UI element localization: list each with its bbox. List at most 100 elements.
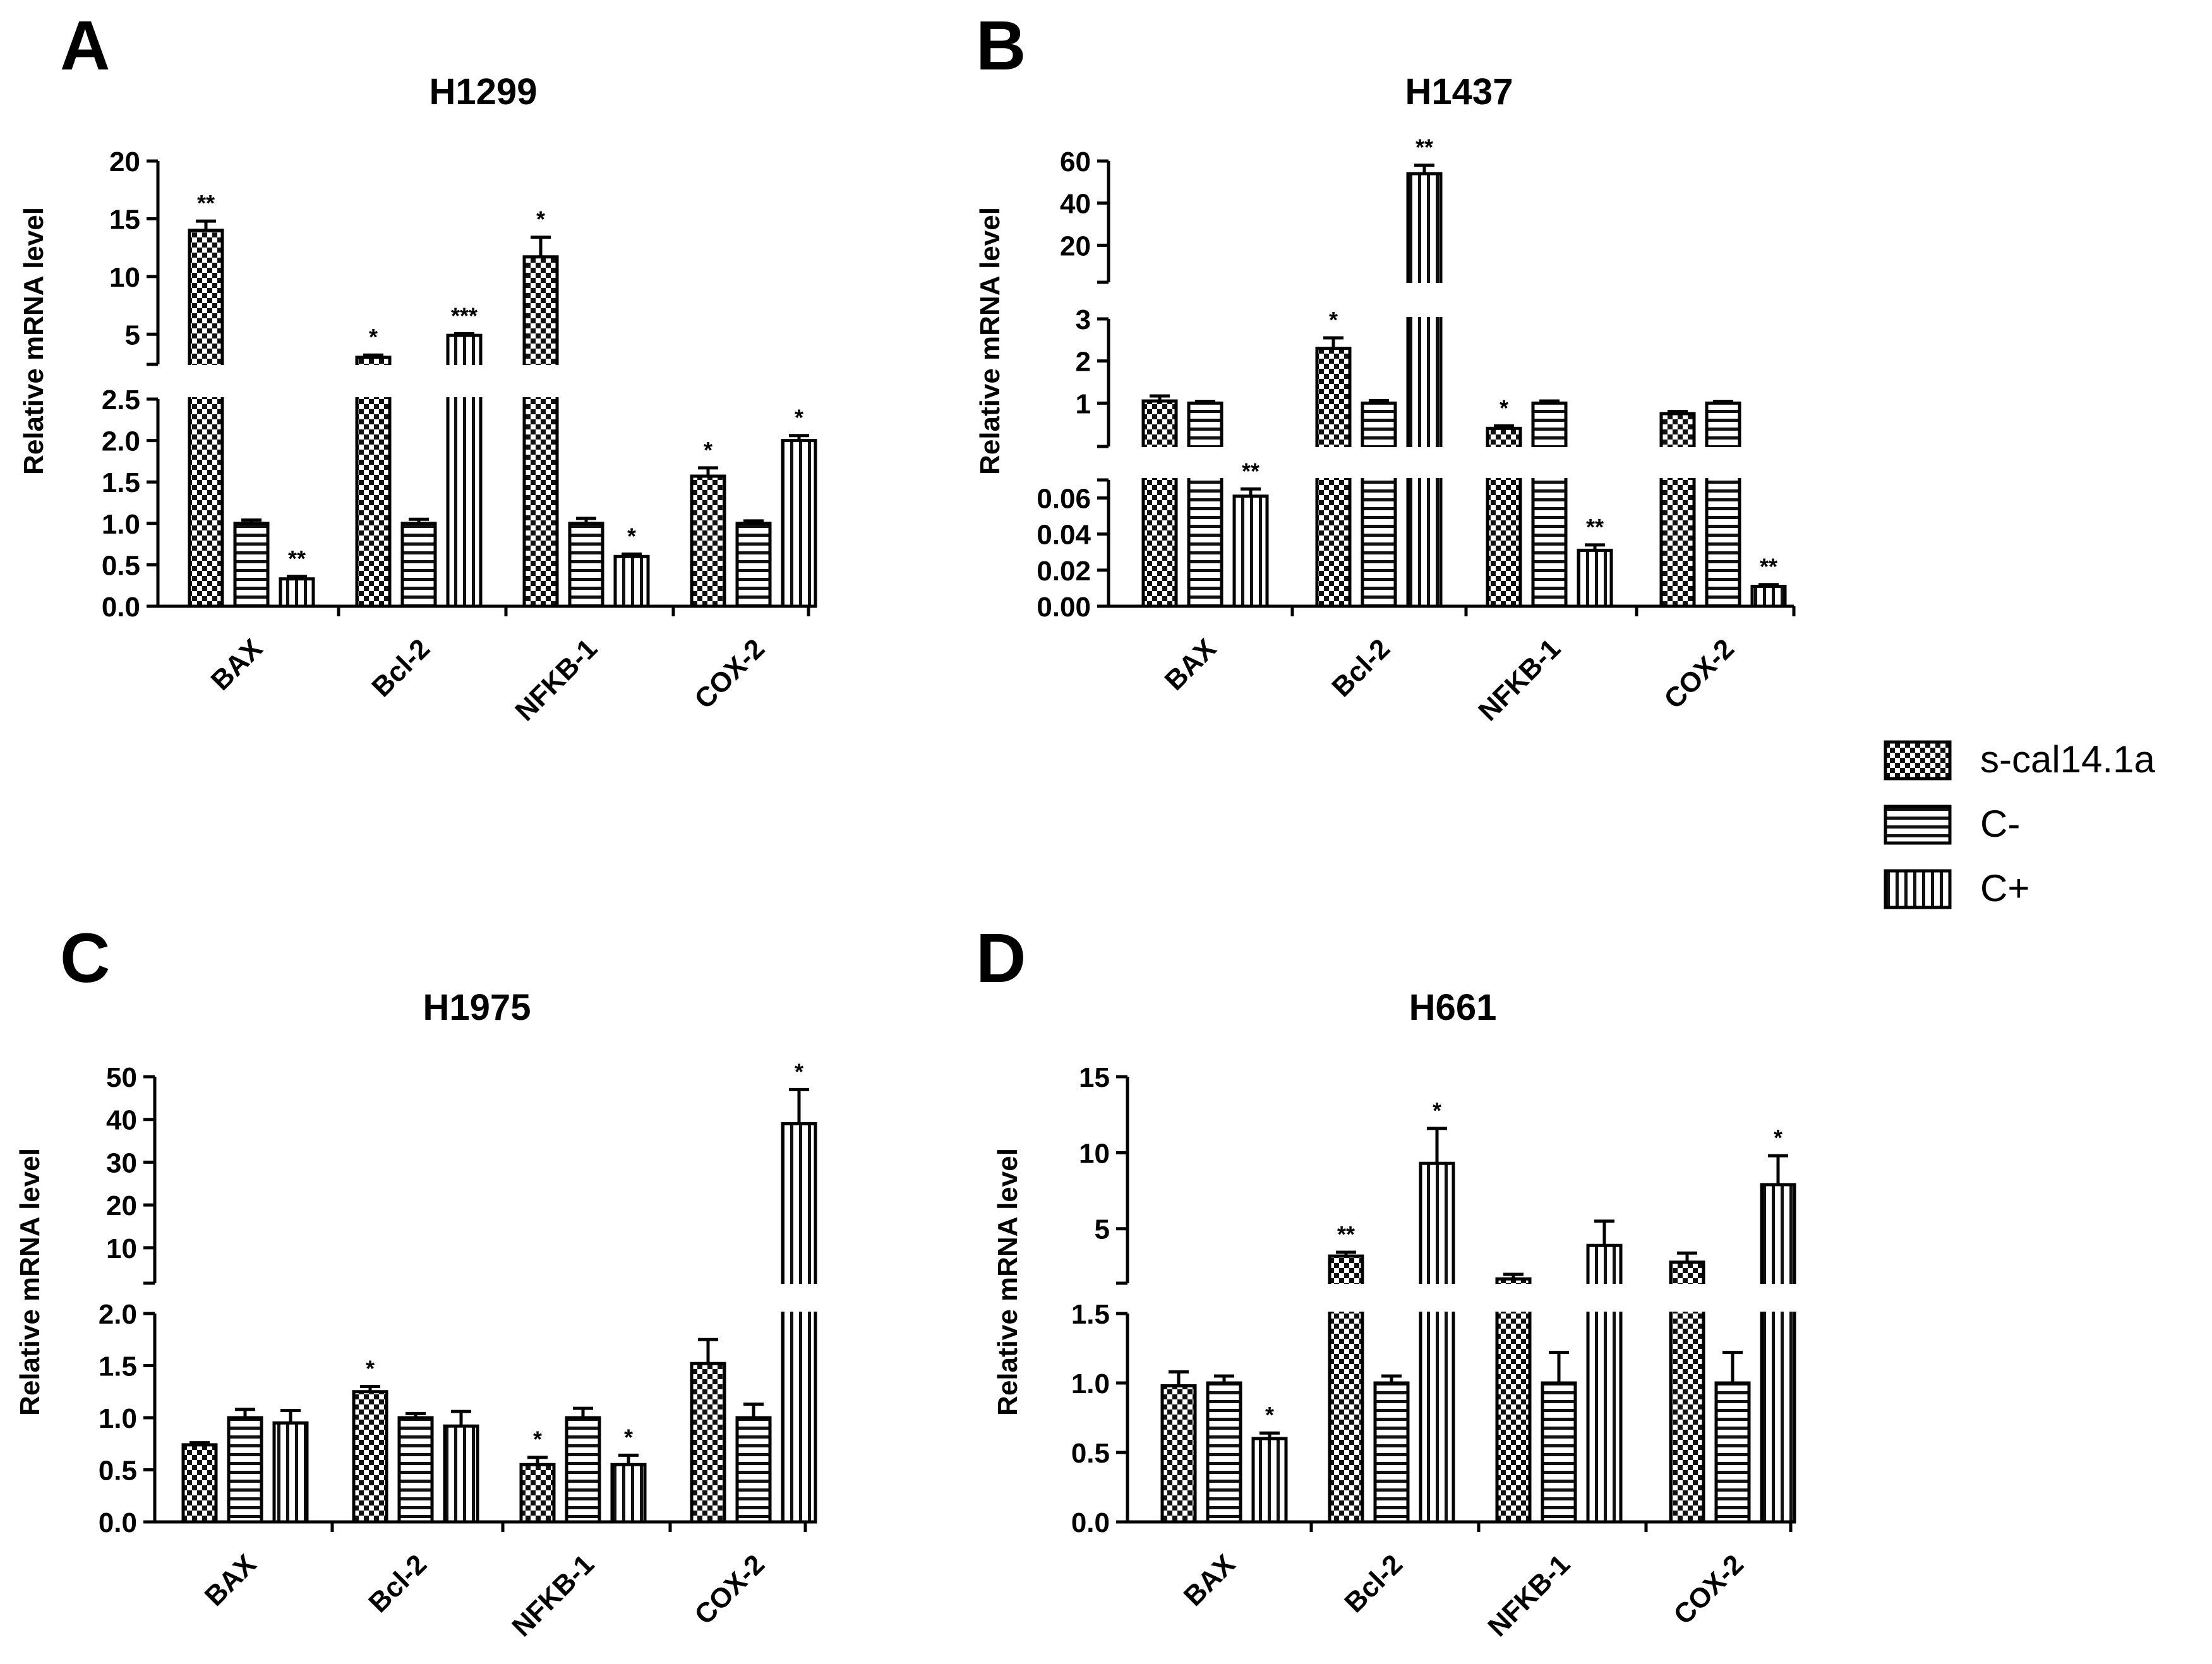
panel-letter: D bbox=[976, 919, 1026, 997]
bar-c- bbox=[279, 577, 315, 608]
y-tick-label: 2.5 bbox=[102, 385, 140, 416]
bar-s-cal14-1a bbox=[352, 1390, 388, 1524]
significance-label: * bbox=[366, 1356, 375, 1382]
bar-s-cal14-1a bbox=[181, 1443, 218, 1524]
y-tick-label: 1.5 bbox=[99, 1351, 137, 1382]
y-tick-label: 20 bbox=[106, 1190, 137, 1221]
bar-break-gap bbox=[353, 365, 394, 397]
panel-d: D H661 Relative mRNA level 0.0 0.5 1.0 1.5 5 10 1… bbox=[976, 919, 1798, 1643]
panel-b: B H1437 Relative mRNA level 0.00 0.02 0.04 0.0… bbox=[975, 7, 1796, 727]
bar-c- bbox=[1714, 1381, 1751, 1524]
significance-label: ** bbox=[1586, 514, 1604, 540]
bar-s-cal14-1a bbox=[519, 1463, 556, 1524]
y-tick-label: 1 bbox=[1076, 388, 1091, 419]
x-tick-label: COX-2 bbox=[688, 633, 771, 715]
significance-label: ** bbox=[1242, 458, 1259, 484]
panel-c: C H1975 Relative mRNA level 0.0 0.5 1.0 1.5 2.0… bbox=[15, 919, 819, 1643]
y-tick-label: 1.0 bbox=[1071, 1368, 1110, 1399]
y-tick-label: 40 bbox=[1060, 189, 1091, 220]
significance-label: * bbox=[1774, 1125, 1782, 1151]
significance-label: * bbox=[627, 523, 636, 549]
panel-a: A H1299 Relative mRNA level 0.0 0.5 1.0 1.5 2.0… bbox=[18, 7, 817, 727]
bar-break-gap bbox=[1529, 447, 1570, 478]
bar-c- bbox=[443, 1424, 479, 1524]
significance-label: * bbox=[1329, 307, 1338, 333]
chart-title: H1975 bbox=[423, 987, 531, 1028]
bar-c- bbox=[1251, 1437, 1288, 1524]
bar-c- bbox=[1373, 1381, 1410, 1524]
panel-letter: C bbox=[60, 919, 110, 997]
bar-c- bbox=[613, 554, 650, 608]
y-tick-label: 1.5 bbox=[1071, 1299, 1110, 1330]
x-tick-label: COX-2 bbox=[688, 1548, 771, 1631]
significance-label: ** bbox=[1760, 554, 1777, 580]
y-tick-label: 10 bbox=[109, 262, 140, 293]
bar-c- bbox=[735, 1416, 772, 1524]
bar-break-gap bbox=[444, 365, 484, 397]
bar-c- bbox=[1760, 1183, 1796, 1524]
significance-label: * bbox=[795, 1058, 803, 1084]
chart-title: H661 bbox=[1409, 987, 1497, 1028]
x-tick-label: BAX bbox=[1159, 633, 1222, 696]
bar-c- bbox=[1361, 401, 1397, 608]
y-tick-label: 0.5 bbox=[99, 1456, 137, 1487]
legend-swatch bbox=[1884, 805, 1952, 845]
y-tick-label: 40 bbox=[106, 1105, 137, 1136]
bar-c- bbox=[1406, 172, 1443, 608]
bar-c- bbox=[272, 1421, 309, 1524]
legend-label: s-cal14.1a bbox=[1980, 738, 2155, 781]
significance-label: * bbox=[533, 1427, 542, 1452]
x-tick-label: COX-2 bbox=[1668, 1548, 1750, 1631]
x-tick-label: Bcl-2 bbox=[1338, 1548, 1409, 1619]
significance-label: ** bbox=[1416, 135, 1433, 160]
bar-s-cal14-1a bbox=[1160, 1384, 1197, 1524]
x-tick-label: Bcl-2 bbox=[1326, 633, 1396, 703]
y-tick-label: 15 bbox=[1079, 1062, 1110, 1093]
bar-break-gap bbox=[1584, 1284, 1625, 1312]
significance-label: * bbox=[624, 1424, 633, 1450]
bar-c- bbox=[1232, 494, 1269, 608]
bar-c- bbox=[565, 1416, 601, 1524]
bar-break-gap bbox=[1139, 447, 1180, 478]
bar-break-gap bbox=[1404, 283, 1445, 317]
bar-c- bbox=[400, 522, 437, 608]
bar-s-cal14-1a bbox=[1495, 1277, 1532, 1524]
y-axis-label: Relative mRNA level bbox=[975, 207, 1006, 475]
bar-s-cal14-1a bbox=[188, 229, 224, 608]
significance-label: * bbox=[704, 437, 712, 463]
y-axis-label: Relative mRNA level bbox=[992, 1148, 1023, 1416]
bar-break-gap bbox=[186, 365, 226, 397]
significance-label: * bbox=[1265, 1402, 1274, 1428]
bar-break-gap bbox=[1404, 447, 1445, 478]
significance-label: * bbox=[536, 207, 545, 232]
bar-c- bbox=[227, 1416, 263, 1524]
y-tick-label: 50 bbox=[106, 1062, 137, 1093]
legend-label: C- bbox=[1980, 803, 2020, 845]
y-tick-label: 0.06 bbox=[1037, 484, 1091, 515]
y-tick-label: 15 bbox=[109, 204, 140, 235]
y-tick-label: 0.0 bbox=[102, 592, 140, 623]
bar-break-gap bbox=[1484, 447, 1524, 478]
y-tick-label: 0.0 bbox=[1071, 1507, 1110, 1538]
significance-label: * bbox=[369, 324, 378, 350]
significance-label: ** bbox=[288, 546, 306, 572]
bar-c- bbox=[1541, 1381, 1577, 1524]
x-tick-label: NFKB-1 bbox=[509, 633, 603, 727]
bar-c- bbox=[1206, 1381, 1242, 1524]
bar-s-cal14-1a bbox=[522, 255, 559, 608]
y-tick-label: 0.00 bbox=[1037, 592, 1091, 623]
bar-s-cal14-1a bbox=[1141, 399, 1178, 608]
y-tick-label: 0.5 bbox=[1071, 1438, 1110, 1469]
chart-title: H1299 bbox=[430, 71, 538, 112]
bar-break-gap bbox=[1359, 447, 1399, 478]
bar-c- bbox=[1419, 1161, 1455, 1524]
bar-c- bbox=[610, 1463, 647, 1524]
bar-s-cal14-1a bbox=[690, 474, 726, 608]
bar-c- bbox=[735, 522, 772, 608]
x-tick-label: Bcl-2 bbox=[363, 1548, 433, 1619]
bar-break-gap bbox=[1417, 1284, 1457, 1312]
y-tick-label: 0.02 bbox=[1037, 556, 1091, 587]
y-tick-label: 0.5 bbox=[102, 550, 140, 581]
legend: s-cal14.1a C- C+ bbox=[1884, 738, 2155, 909]
